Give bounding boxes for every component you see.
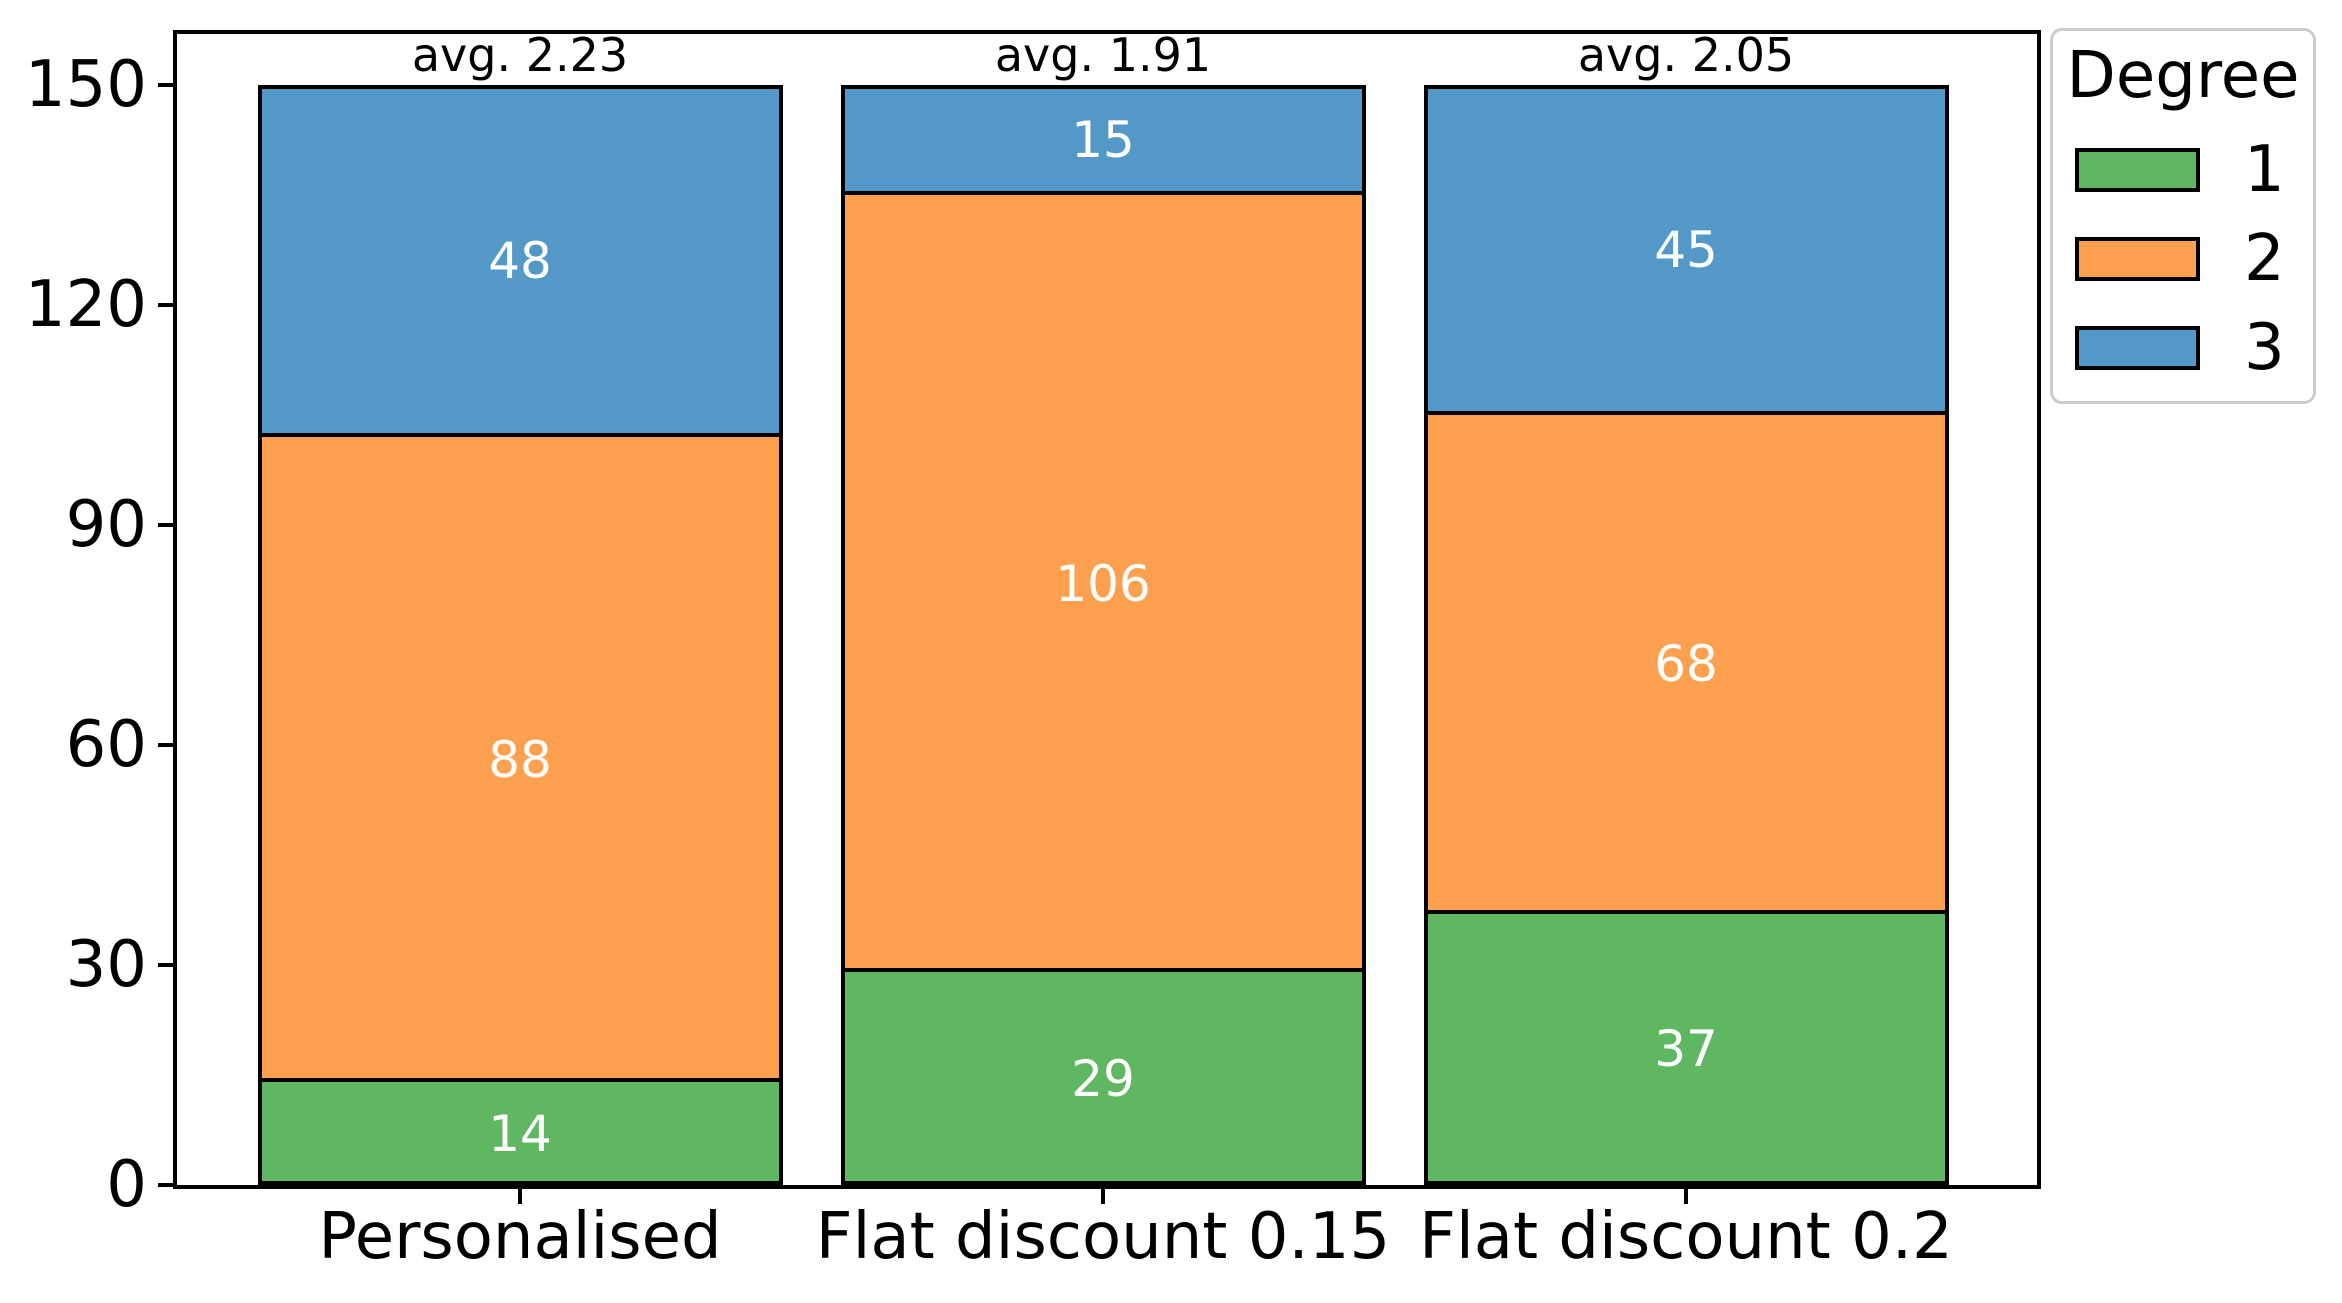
bar-value-label: 37 [1654, 1020, 1718, 1079]
legend-item-degree-3: 3 [2075, 311, 2285, 385]
x-axis-tick-mark [1101, 1189, 1105, 1204]
bar-value-label: 14 [488, 1104, 552, 1163]
legend-item-degree-1: 1 [2075, 133, 2285, 207]
bar-segment-flat-discount-0-15-degree-3 [840, 85, 1366, 195]
y-axis-tick-label: 90 [65, 488, 147, 562]
y-axis-tick-label: 150 [24, 48, 147, 122]
legend: Degree 1 2 3 [2050, 28, 2316, 404]
legend-swatch-degree-3 [2075, 326, 2200, 370]
bar-value-label: 45 [1654, 221, 1718, 279]
bar-segment-flat-discount-0-2-degree-1 [1423, 913, 1949, 1185]
bar-avg-label: avg. 2.23 [411, 28, 629, 82]
bar-segment-personalised-degree-2 [257, 437, 783, 1083]
legend-swatch-degree-1 [2075, 148, 2200, 192]
bar-value-label: 88 [488, 730, 552, 789]
x-axis-tick-label: Flat discount 0.2 [1419, 1200, 1953, 1274]
y-axis-tick-mark [158, 1183, 173, 1187]
bar-value-label: 48 [488, 232, 552, 290]
bar-segment-flat-discount-0-15-degree-1 [840, 972, 1366, 1185]
y-axis-tick-label: 30 [65, 928, 147, 1002]
bar-segment-flat-discount-0-15-degree-2 [840, 195, 1366, 973]
x-axis-tick-mark [518, 1189, 522, 1204]
y-axis-tick-label: 0 [106, 1148, 147, 1222]
legend-item-label: 3 [2244, 311, 2285, 385]
y-axis-tick-mark [158, 963, 173, 967]
bar-segment-flat-discount-0-2-degree-2 [1423, 415, 1949, 914]
bar-value-label: 29 [1071, 1049, 1135, 1108]
x-axis-tick-label: Personalised [318, 1200, 722, 1274]
bar-value-label: 15 [1071, 111, 1135, 169]
legend-item-label: 1 [2244, 133, 2285, 207]
y-axis-tick-mark [158, 743, 173, 747]
legend-item-label: 2 [2244, 222, 2285, 296]
bar-avg-label: avg. 2.05 [1577, 28, 1795, 82]
bar-value-label: 106 [1055, 554, 1151, 613]
legend-swatch-degree-2 [2075, 237, 2200, 281]
bar-segment-personalised-degree-1 [257, 1082, 783, 1185]
y-axis-tick-mark [158, 83, 173, 87]
y-axis-tick-mark [158, 303, 173, 307]
bar-segment-personalised-degree-3 [257, 85, 783, 437]
bar-segment-flat-discount-0-2-degree-3 [1423, 85, 1949, 415]
legend-title: Degree [2066, 39, 2300, 113]
bar-value-label: 68 [1654, 635, 1718, 694]
x-axis-tick-mark [1684, 1189, 1688, 1204]
y-axis-tick-label: 60 [65, 708, 147, 782]
legend-item-degree-2: 2 [2075, 222, 2285, 296]
y-axis-tick-mark [158, 523, 173, 527]
bar-avg-label: avg. 1.91 [994, 28, 1212, 82]
x-axis-tick-label: Flat discount 0.15 [815, 1200, 1391, 1274]
y-axis-tick-label: 120 [24, 268, 147, 342]
